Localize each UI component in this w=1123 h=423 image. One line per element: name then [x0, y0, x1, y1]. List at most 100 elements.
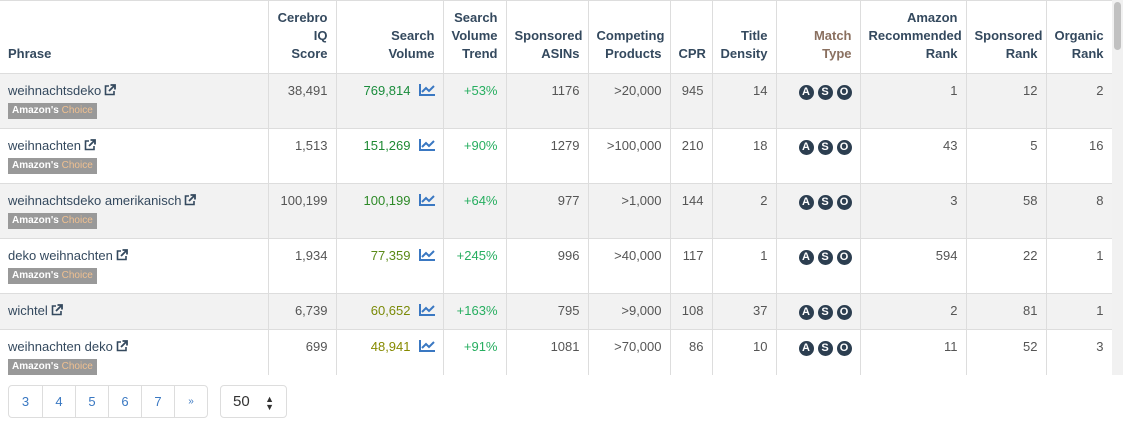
sponsored-asins: 1176 — [505, 73, 589, 129]
search-volume: 60,652 — [370, 303, 411, 318]
search-volume-trend: +91% — [442, 329, 507, 375]
column-header[interactable]: CPR — [669, 0, 713, 74]
page-link[interactable]: 4 — [42, 386, 75, 417]
competing-products: >9,000 — [587, 293, 671, 330]
page-link[interactable]: 6 — [108, 386, 141, 417]
cerebro-iq-score: 699 — [267, 329, 337, 375]
trend-chart-icon[interactable] — [418, 249, 435, 261]
match-type-o-badge[interactable]: O — [836, 140, 852, 155]
match-type-a-badge[interactable]: A — [798, 85, 814, 100]
pagination: 3 4 5 6 7» — [8, 385, 208, 418]
search-volume-trend: +245% — [442, 238, 507, 294]
match-type-a-badge[interactable]: A — [798, 341, 814, 356]
amazons-choice-badge: Amazon's Choice — [8, 103, 97, 119]
column-header[interactable]: Phrase — [0, 0, 269, 74]
match-type-s-badge[interactable]: S — [817, 250, 833, 265]
search-volume-trend: +64% — [442, 183, 507, 239]
search-volume-trend: +53% — [442, 73, 507, 129]
vertical-scrollbar[interactable] — [1112, 0, 1123, 375]
table-row: weihnachten Amazon's Choice 1,513 151,269… — [0, 128, 1112, 184]
page-link[interactable]: 3 — [21, 394, 30, 409]
sponsored-asins: 977 — [505, 183, 589, 239]
cerebro-iq-score: 1,934 — [267, 238, 337, 294]
phrase-link[interactable]: weihnachten deko — [8, 339, 113, 354]
external-link-icon[interactable] — [51, 304, 63, 316]
next-page-button[interactable]: » — [174, 386, 207, 417]
trend-chart-icon[interactable] — [418, 84, 435, 96]
match-type-o-badge[interactable]: O — [836, 195, 852, 210]
match-type-o-badge[interactable]: O — [836, 305, 852, 320]
column-header[interactable]: Organic Rank — [1045, 0, 1112, 74]
organic-rank: 2 — [1045, 73, 1112, 129]
title-density: 2 — [711, 183, 777, 239]
sponsored-asins: 996 — [505, 238, 589, 294]
trend-chart-icon[interactable] — [418, 304, 435, 316]
external-link-icon[interactable] — [84, 139, 96, 151]
cerebro-iq-score: 100,199 — [267, 183, 337, 239]
phrase-link[interactable]: wichtel — [8, 303, 48, 318]
column-header[interactable]: Search Volume — [335, 0, 444, 74]
column-header[interactable]: Sponsored ASINs — [505, 0, 589, 74]
match-type-o-badge[interactable]: O — [836, 341, 852, 356]
trend-chart-icon[interactable] — [418, 340, 435, 352]
match-type-o-badge[interactable]: O — [836, 85, 852, 100]
page-link[interactable]: 7 — [141, 386, 174, 417]
cpr: 144 — [669, 183, 713, 239]
scrollbar-thumb[interactable] — [1114, 2, 1121, 50]
column-header[interactable]: Competing Products — [587, 0, 671, 74]
column-header[interactable]: Title Density — [711, 0, 777, 74]
sponsored-asins: 795 — [505, 293, 589, 330]
table-row: weihnachtsdeko amerikanisch Amazon's Choi… — [0, 183, 1112, 239]
external-link-icon[interactable] — [184, 194, 197, 206]
page-size-value: 50 — [233, 393, 250, 410]
match-type-a-badge[interactable]: A — [798, 195, 814, 210]
external-link-icon[interactable] — [116, 249, 128, 261]
external-link-icon[interactable] — [116, 340, 128, 352]
select-arrows-icon: ▲ ▼ — [265, 394, 274, 412]
match-type-a-badge[interactable]: A — [798, 140, 814, 155]
organic-rank: 16 — [1045, 128, 1112, 184]
cpr: 117 — [669, 238, 713, 294]
column-header[interactable]: Cerebro IQ Score — [267, 0, 337, 74]
amazon-recommended-rank: 1 — [859, 73, 967, 129]
search-volume-trend: +163% — [442, 293, 507, 330]
column-header[interactable]: Search Volume Trend — [442, 0, 507, 74]
phrase-link[interactable]: weihnachten — [8, 138, 81, 153]
trend-chart-icon[interactable] — [418, 139, 435, 151]
amazon-recommended-rank: 11 — [859, 329, 967, 375]
match-type-o-badge[interactable]: O — [836, 250, 852, 265]
match-type-a-badge[interactable]: A — [798, 305, 814, 320]
cerebro-iq-score: 1,513 — [267, 128, 337, 184]
match-type-a-badge[interactable]: A — [798, 250, 814, 265]
amazon-recommended-rank: 2 — [859, 293, 967, 330]
sponsored-asins: 1279 — [505, 128, 589, 184]
external-link-icon[interactable] — [104, 84, 117, 96]
sponsored-rank: 58 — [965, 183, 1047, 239]
match-type-s-badge[interactable]: S — [817, 305, 833, 320]
phrase-link[interactable]: deko weihnachten — [8, 248, 113, 263]
search-volume: 100,199 — [363, 193, 411, 208]
page-size-select[interactable]: 50 ▲ ▼ — [220, 385, 287, 418]
column-header[interactable]: Sponsored Rank — [965, 0, 1047, 74]
match-type-s-badge[interactable]: S — [817, 85, 833, 100]
match-type-s-badge[interactable]: S — [817, 140, 833, 155]
cpr: 945 — [669, 73, 713, 129]
column-header[interactable]: Match Type — [775, 0, 861, 74]
competing-products: >100,000 — [587, 128, 671, 184]
title-density: 14 — [711, 73, 777, 129]
phrase-link[interactable]: weihnachtsdeko amerikanisch — [8, 193, 182, 208]
cpr: 86 — [669, 329, 713, 375]
phrase-link[interactable]: weihnachtsdeko — [8, 83, 102, 98]
amazon-recommended-rank: 594 — [859, 238, 967, 294]
table-row: deko weihnachten Amazon's Choice 1,934 77… — [0, 238, 1112, 294]
title-density: 18 — [711, 128, 777, 184]
page-link[interactable]: 5 — [75, 386, 108, 417]
match-type-s-badge[interactable]: S — [817, 195, 833, 210]
column-header[interactable]: Amazon Recommended Rank — [859, 0, 967, 74]
match-type-s-badge[interactable]: S — [817, 341, 833, 356]
table-row: wichtel 6,739 60,652 +163% 795 >9,000 10… — [0, 293, 1112, 330]
search-volume: 77,359 — [370, 248, 411, 263]
trend-chart-icon[interactable] — [418, 194, 435, 206]
